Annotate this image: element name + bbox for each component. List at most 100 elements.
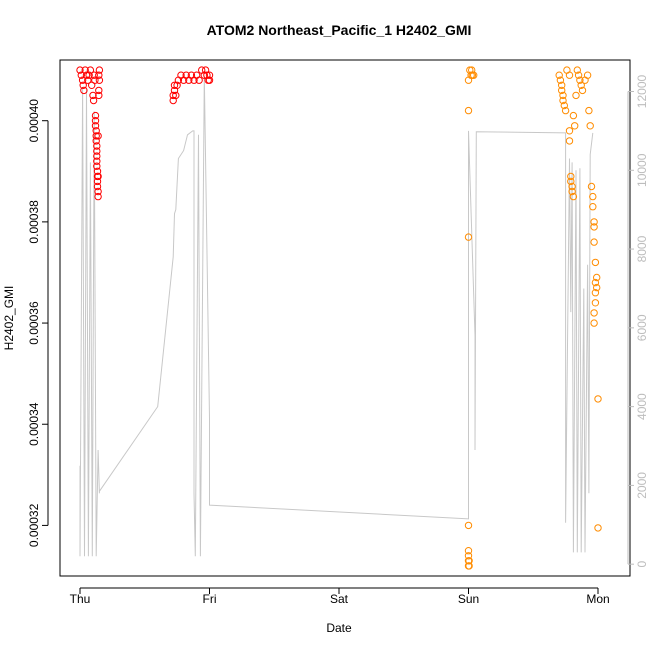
point-series-1-49 <box>590 238 598 246</box>
point-series-1-46 <box>589 203 597 211</box>
point-series-1-12 <box>468 66 476 74</box>
point-series-0-16 <box>91 117 100 125</box>
y-axis-label: H2402_GMI <box>2 286 16 351</box>
point-series-0-34 <box>95 86 103 95</box>
point-series-1-20 <box>559 96 567 105</box>
point-series-0-37 <box>95 66 104 74</box>
point-series-1-45 <box>589 192 597 201</box>
point-series-0-60 <box>205 76 214 84</box>
point-series-1-47 <box>590 218 598 226</box>
point-series-1-58 <box>594 395 602 403</box>
y-tick-label-4: 0.00040 <box>27 99 41 143</box>
x-tick-label-3: Sun <box>458 592 479 606</box>
y-tick-label-3: 0.00038 <box>27 200 41 244</box>
y-tick-label-0: 0.00032 <box>27 503 41 547</box>
x-tick-label-0: Thu <box>70 592 91 606</box>
point-series-0-3 <box>79 81 87 90</box>
point-series-1-27 <box>567 172 575 181</box>
point-series-0-23 <box>93 152 101 160</box>
point-series-1-33 <box>571 122 579 130</box>
plot-frame <box>59 59 631 577</box>
point-series-0-2 <box>78 76 87 84</box>
point-series-0-28 <box>93 177 102 186</box>
y-right-tick-label-6: 12000 <box>635 75 649 109</box>
point-series-1-24 <box>565 71 574 79</box>
point-series-0-44 <box>173 81 181 90</box>
point-series-0-6 <box>82 71 91 79</box>
x-tick-label-1: Fri <box>203 592 217 606</box>
point-series-1-19 <box>559 91 567 100</box>
point-series-1-17 <box>558 81 566 90</box>
x-tick-label-2: Sat <box>330 592 349 606</box>
point-series-0-13 <box>90 71 98 79</box>
point-series-1-38 <box>577 81 585 90</box>
point-series-0-55 <box>200 71 209 79</box>
point-series-1-43 <box>586 122 594 130</box>
point-series-0-36 <box>95 71 103 79</box>
point-series-0-11 <box>89 91 97 100</box>
point-series-1-5 <box>464 552 473 560</box>
point-series-0-14 <box>91 76 99 84</box>
point-series-0-35 <box>95 91 103 100</box>
point-series-1-44 <box>587 182 596 191</box>
point-series-1-21 <box>560 101 568 110</box>
y-tick-label-1: 0.00034 <box>27 402 41 446</box>
point-series-0-8 <box>85 71 93 79</box>
point-series-1-26 <box>565 137 574 145</box>
point-series-0-24 <box>93 157 101 165</box>
y-right-tick-label-5: 10000 <box>635 153 649 187</box>
point-series-0-4 <box>80 86 88 95</box>
point-series-1-8 <box>465 557 473 565</box>
point-series-1-59 <box>594 524 602 532</box>
point-series-0-7 <box>84 76 92 84</box>
chart-title: ATOM2 Northeast_Pacific_1 H2402_GMI <box>207 22 472 38</box>
point-series-0-30 <box>94 187 102 196</box>
point-series-0-17 <box>91 122 100 130</box>
x-axis-label: Date <box>326 621 352 635</box>
point-series-1-16 <box>556 76 565 84</box>
point-series-1-55 <box>590 319 598 327</box>
point-series-1-52 <box>591 289 600 297</box>
point-series-0-43 <box>172 91 180 100</box>
y-right-tick-label-1: 2000 <box>635 472 649 499</box>
point-series-1-48 <box>590 223 598 231</box>
point-series-0-25 <box>93 162 101 170</box>
point-series-0-1 <box>77 71 86 79</box>
point-series-1-18 <box>558 86 566 95</box>
point-series-1-2 <box>464 233 473 241</box>
y-right-tick-label-3: 6000 <box>635 314 649 341</box>
point-series-1-9 <box>465 562 473 570</box>
point-series-1-15 <box>555 71 563 79</box>
point-series-0-32 <box>94 172 102 181</box>
plot-content <box>76 66 602 570</box>
point-series-1-37 <box>576 76 584 84</box>
point-series-0-59 <box>205 71 214 79</box>
point-series-0-40 <box>169 91 177 100</box>
y-right-tick-label-2: 4000 <box>635 393 649 420</box>
point-series-0-20 <box>92 137 100 145</box>
point-series-1-35 <box>573 66 581 74</box>
point-series-1-41 <box>583 71 592 79</box>
point-series-0-9 <box>86 66 95 74</box>
point-series-0-56 <box>201 66 210 74</box>
point-series-0-29 <box>93 182 102 191</box>
point-series-1-39 <box>578 86 587 95</box>
x-tick-label-4: Mon <box>586 592 609 606</box>
point-series-0-42 <box>170 81 179 90</box>
point-series-1-54 <box>590 309 598 317</box>
point-series-1-57 <box>593 283 601 292</box>
point-series-0-10 <box>88 81 96 90</box>
point-series-1-56 <box>593 273 601 282</box>
point-series-0-12 <box>89 96 98 105</box>
y-right-tick-label-0: 0 <box>635 561 649 568</box>
point-series-1-53 <box>591 299 600 307</box>
point-series-1-34 <box>572 91 580 100</box>
point-series-1-30 <box>568 187 576 196</box>
point-series-1-50 <box>591 258 600 267</box>
point-series-0-38 <box>95 76 104 84</box>
point-series-0-19 <box>92 132 100 140</box>
point-series-0-53 <box>195 76 203 84</box>
point-series-1-22 <box>561 106 570 115</box>
